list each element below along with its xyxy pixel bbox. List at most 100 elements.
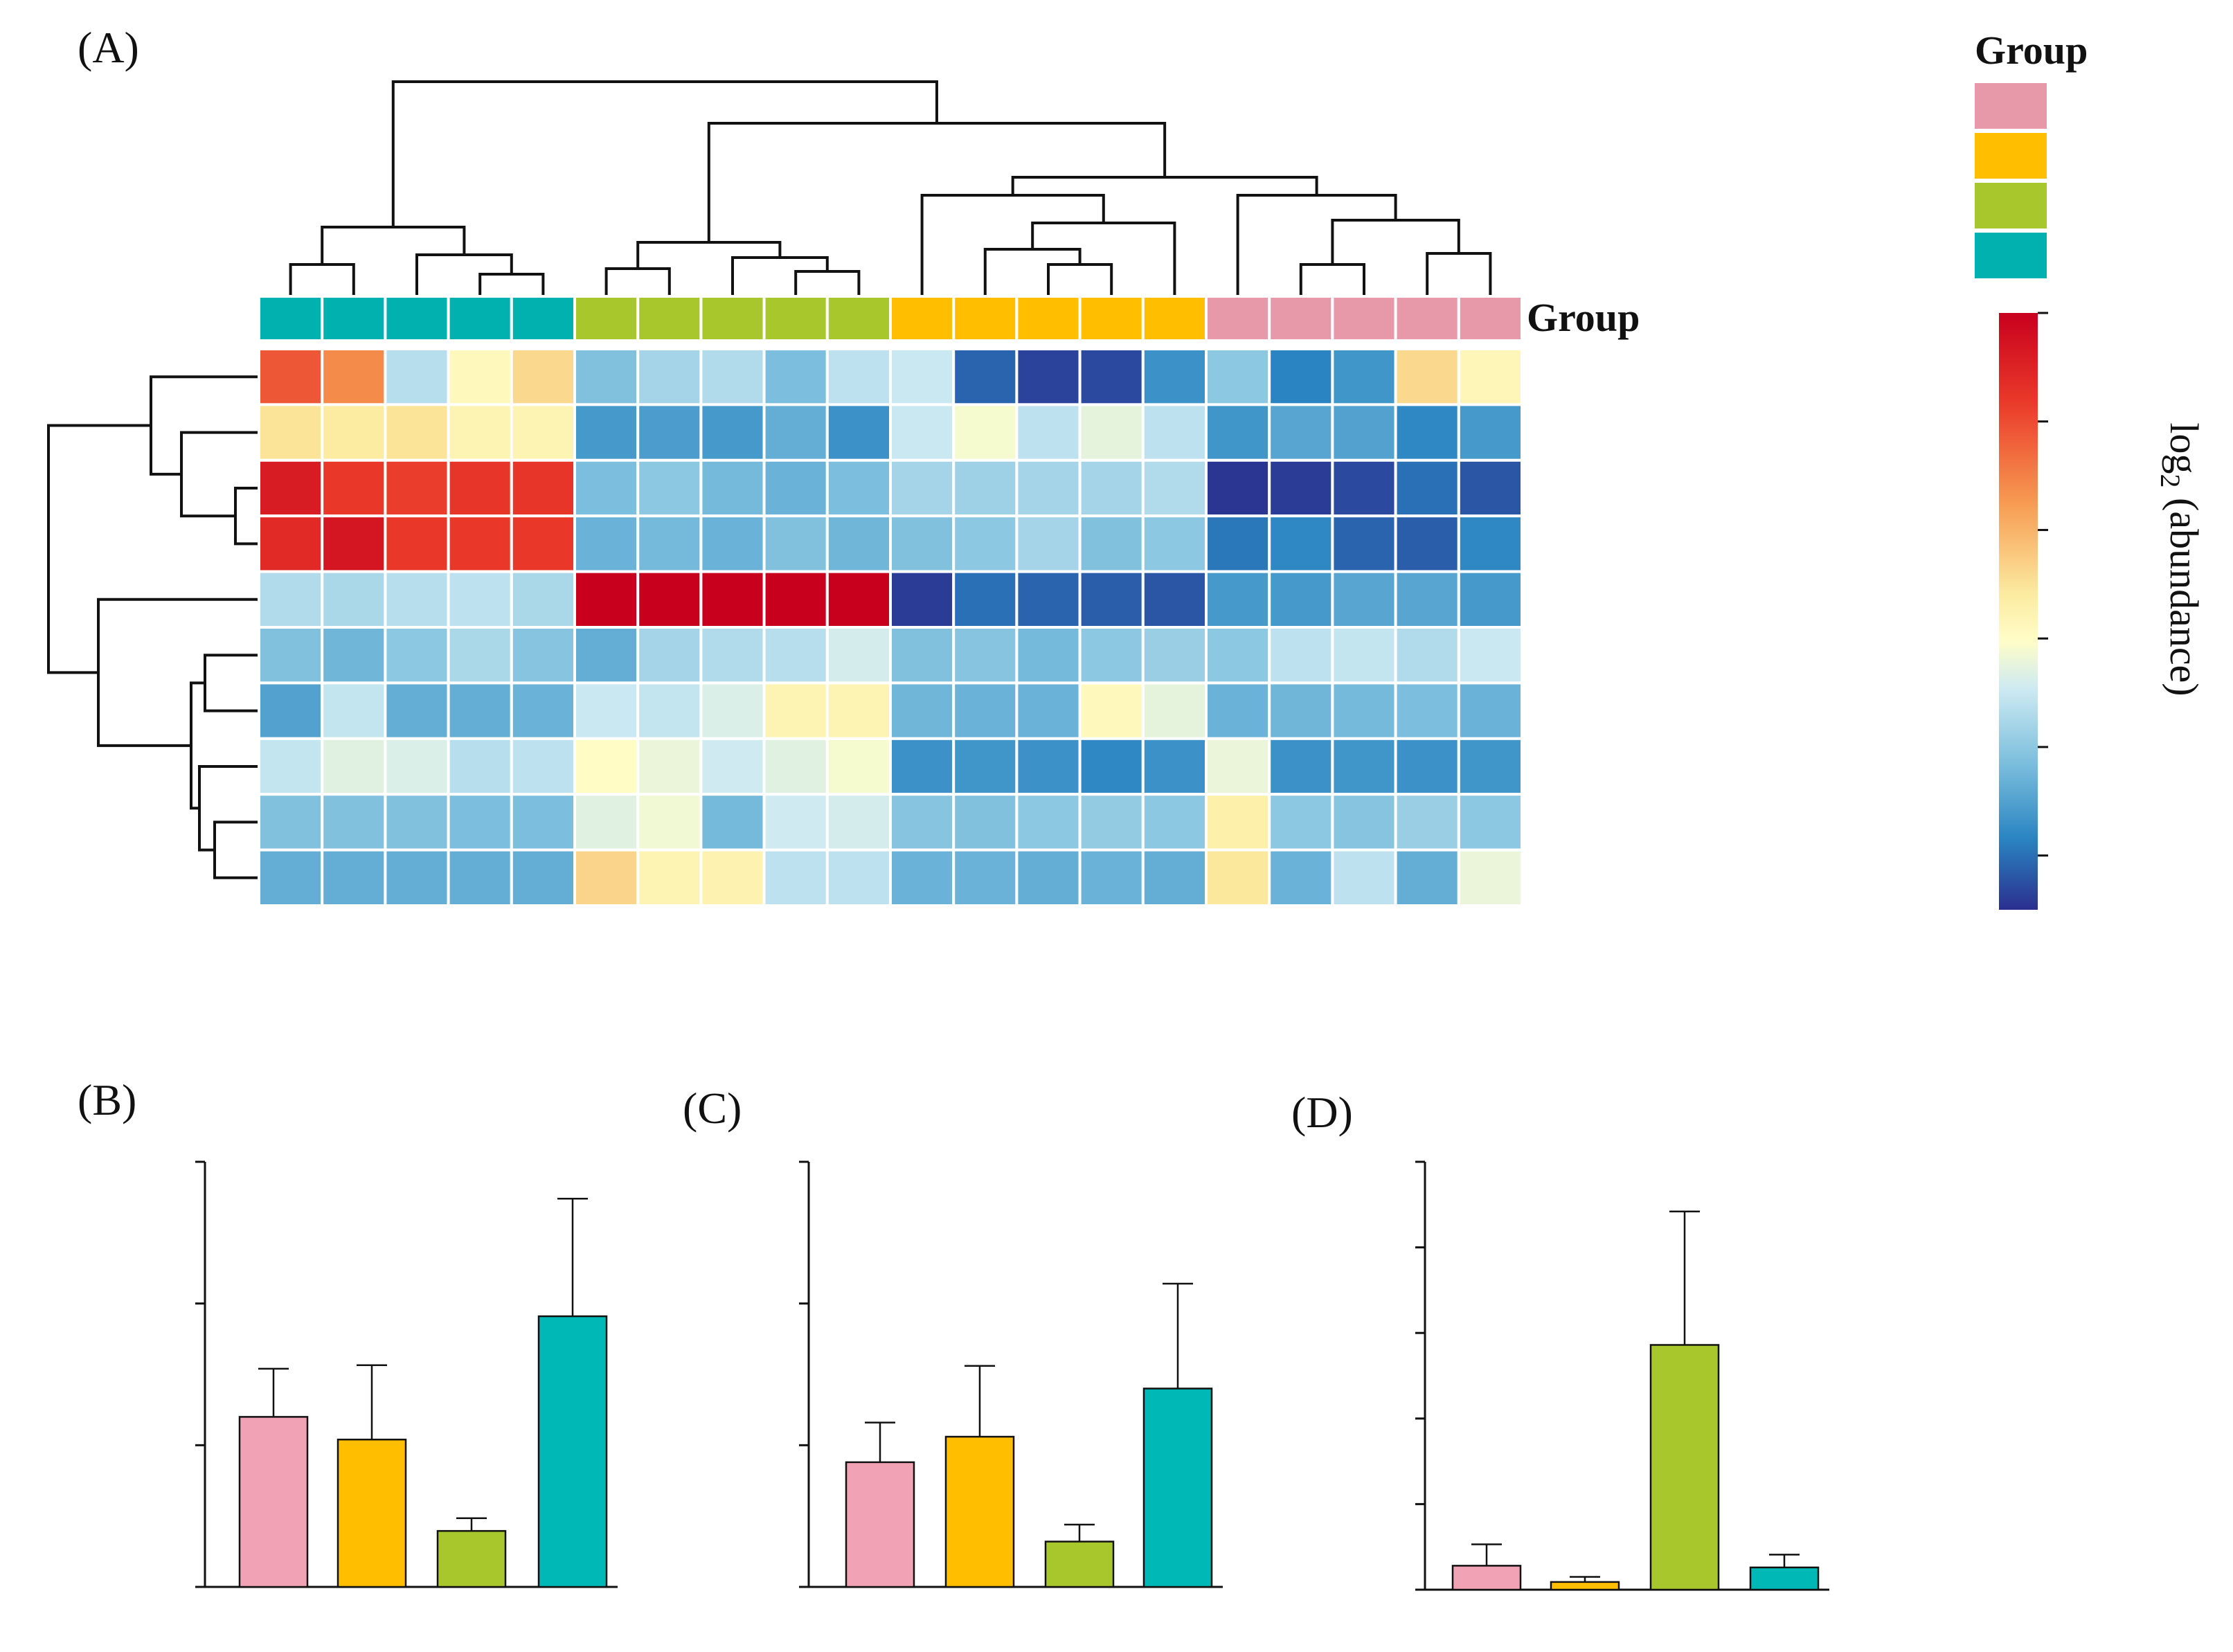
heatmap-cell	[258, 793, 324, 852]
heatmap-cell	[889, 570, 956, 629]
group-strip-cell	[1078, 295, 1145, 342]
heatmap-cell	[1268, 570, 1334, 629]
legend-swatch	[1975, 233, 2047, 278]
heatmap-cell	[1331, 458, 1397, 518]
colorbar-title-log: log	[2162, 422, 2207, 474]
heatmap-cell	[1078, 681, 1145, 740]
heatmap-cell	[384, 737, 450, 796]
dendrogram-link	[213, 820, 259, 879]
dendrogram-link	[1426, 252, 1492, 296]
heatmap-cell	[952, 514, 1019, 573]
heatmap-cell	[258, 570, 324, 629]
heatmap-cell	[447, 458, 513, 518]
heatmap-cell	[1457, 570, 1524, 629]
heatmap-cell	[1331, 570, 1397, 629]
legend-swatch	[1975, 183, 2047, 228]
dendrogram-link	[636, 241, 782, 269]
dendrogram-link	[794, 270, 861, 296]
group-strip-cell	[952, 295, 1019, 342]
heatmap-cell	[1078, 458, 1145, 518]
heatmap-cell	[384, 458, 450, 518]
heatmap-cell	[889, 458, 956, 518]
group-strip-label: Group	[1527, 295, 1640, 340]
heatmap-cell	[321, 514, 387, 573]
dendrogram-link	[604, 267, 671, 296]
group-legend: Group	[1975, 28, 2088, 278]
heatmap-cell	[952, 348, 1019, 406]
heatmap-cell	[384, 681, 450, 740]
legend-swatch	[1975, 133, 2047, 179]
bar	[845, 1461, 915, 1588]
heatmap-cell	[636, 848, 703, 907]
dendrogram-link	[289, 263, 355, 296]
dendrogram-link	[731, 256, 829, 296]
heatmap-cell	[1331, 403, 1397, 462]
heatmap-cell	[825, 793, 893, 852]
colorbar-title-subscript: 2	[2155, 474, 2186, 488]
heatmap-cell	[321, 348, 387, 406]
group-strip-cell	[1268, 295, 1334, 342]
group-strip-cell	[1394, 295, 1460, 342]
heatmap-cell	[825, 681, 893, 740]
heatmap-cell	[636, 458, 703, 518]
heatmap-cell	[699, 848, 766, 907]
panel-label-d: (D)	[1291, 1088, 1353, 1137]
heatmap-cell	[636, 348, 703, 406]
legend-swatch	[1975, 83, 2047, 129]
heatmap-cell	[1141, 737, 1208, 796]
heatmap-cell	[1015, 681, 1082, 740]
heatmap-cell	[825, 848, 893, 907]
heatmap-cell	[384, 570, 450, 629]
group-strip-cell	[321, 295, 387, 342]
heatmap-cell	[384, 793, 450, 852]
heatmap-cell	[1394, 348, 1460, 406]
bar	[238, 1416, 309, 1588]
dendrogram-link	[1011, 176, 1318, 195]
bar	[1044, 1541, 1115, 1588]
bar	[1451, 1565, 1522, 1591]
heatmap-cell	[636, 681, 703, 740]
heatmap-cell	[510, 681, 576, 740]
heatmap-cell	[1205, 681, 1271, 740]
bar	[337, 1438, 407, 1588]
heatmap-cell	[762, 570, 829, 629]
heatmap-cell	[762, 348, 829, 406]
heatmap-cell	[825, 570, 893, 629]
panel-label-a: (A)	[78, 23, 139, 72]
group-legend-title: Group	[1975, 28, 2088, 73]
heatmap-cell	[699, 626, 766, 685]
dendrogram-link	[47, 424, 151, 674]
heatmap-cell	[889, 348, 956, 406]
heatmap-cell	[699, 737, 766, 796]
heatmap-cell	[321, 848, 387, 907]
dendrogram-link	[150, 375, 259, 476]
bar	[1142, 1388, 1213, 1588]
heatmap-cell	[1331, 848, 1397, 907]
heatmap-cell	[1394, 626, 1460, 685]
group-strip-cell	[447, 295, 513, 342]
heatmap-cell	[1394, 793, 1460, 852]
group-strip-cell	[1457, 295, 1524, 342]
heatmap-cell	[447, 737, 513, 796]
colorbar: log2 (abundance)	[1999, 312, 2207, 910]
heatmap-cell	[1141, 570, 1208, 629]
heatmap-cell	[636, 514, 703, 573]
heatmap-cell	[762, 626, 829, 685]
heatmap-cell	[573, 737, 640, 796]
bar	[436, 1529, 507, 1588]
heatmap-cell	[258, 403, 324, 462]
heatmap-cell	[1078, 570, 1145, 629]
heatmap-cell	[1078, 737, 1145, 796]
dendrogram-link	[1331, 219, 1460, 264]
heatmap-cell	[1015, 458, 1082, 518]
heatmap-cell	[1015, 570, 1082, 629]
heatmap-cell	[258, 348, 324, 406]
heatmap-cell	[1205, 348, 1271, 406]
dendrogram-link	[234, 487, 259, 546]
heatmap-cell	[321, 793, 387, 852]
heatmap-cell	[1141, 626, 1208, 685]
heatmap-cell	[1015, 403, 1082, 462]
dendrogram-link	[204, 654, 259, 712]
heatmap-cell	[1141, 848, 1208, 907]
bar	[1649, 1344, 1720, 1591]
